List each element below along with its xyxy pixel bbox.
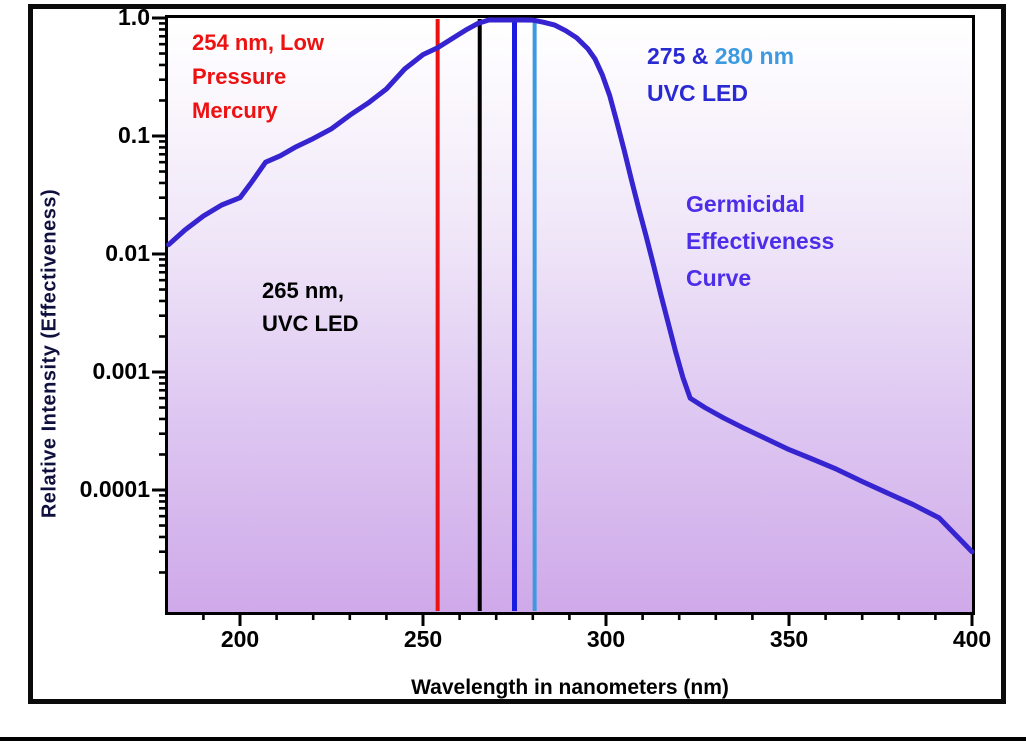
uvc-led-265nm-label: 265 nm, UVC LED xyxy=(262,274,359,340)
y-tick-label: 0.001 xyxy=(92,358,150,384)
germicidal-label-line1: Germicidal xyxy=(686,191,805,217)
germicidal-curve xyxy=(166,17,975,555)
led265-label-line2: UVC LED xyxy=(262,311,359,336)
x-tick-label: 300 xyxy=(586,626,626,652)
led275-label-line1: 275 & 280 nm xyxy=(647,38,794,75)
mercury-254nm-label: 254 nm, Low Pressure Mercury xyxy=(192,26,324,128)
y-tick-label: 1.0 xyxy=(118,4,150,30)
y-tick-label: 0.0001 xyxy=(79,476,150,502)
led265-label-line1: 265 nm, xyxy=(262,278,344,303)
led275-prefix: 275 & xyxy=(647,43,715,69)
x-tick-label: 200 xyxy=(220,626,260,652)
germicidal-curve-label: Germicidal Effectiveness Curve xyxy=(686,186,834,297)
mercury-label-line3: Mercury xyxy=(192,98,278,123)
plot-area xyxy=(165,15,975,615)
uvc-led-275-280nm-label: 275 & 280 nm UVC LED xyxy=(647,38,794,112)
germicidal-label-line3: Curve xyxy=(686,265,752,291)
x-tick-label: 250 xyxy=(403,626,443,652)
y-tick-label: 0.1 xyxy=(118,122,150,148)
bottom-divider-line xyxy=(0,737,1026,741)
x-tick-label: 350 xyxy=(769,626,809,652)
germicidal-label-line2: Effectiveness xyxy=(686,228,835,254)
x-tick-label: 400 xyxy=(952,626,992,652)
led280-highlight: 280 nm xyxy=(714,43,795,69)
x-axis-title: Wavelength in nanometers (nm) xyxy=(411,676,729,699)
mercury-label-line2: Pressure xyxy=(192,64,287,89)
led275-label-line2: UVC LED xyxy=(647,80,748,106)
y-axis-title: Relative Intensity (Effectiveness) xyxy=(38,188,61,519)
mercury-label-line1: 254 nm, Low xyxy=(192,30,325,55)
y-tick-label: 0.01 xyxy=(105,240,150,266)
